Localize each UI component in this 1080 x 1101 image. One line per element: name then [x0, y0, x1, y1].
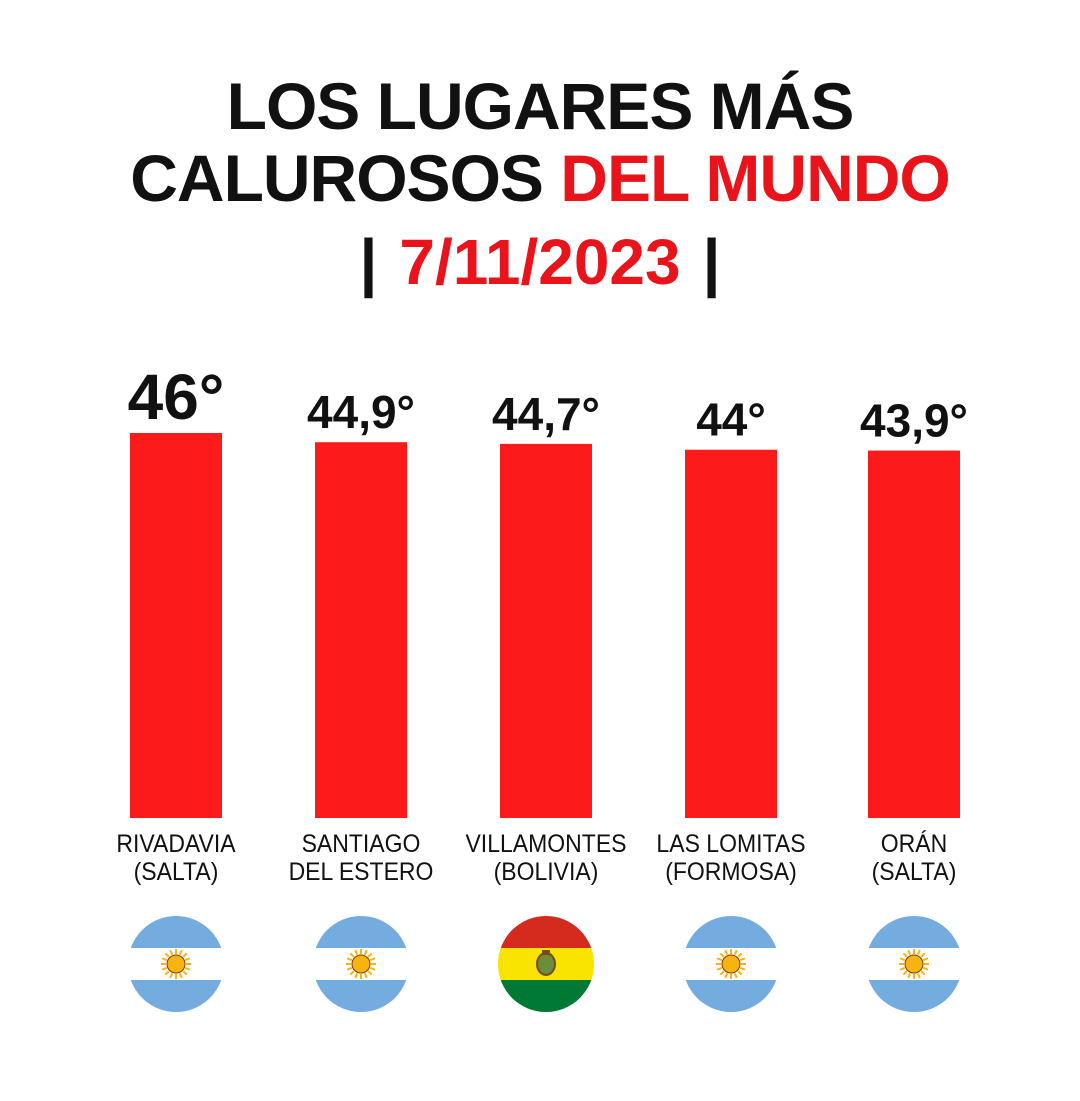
x-tick-label-line1: LAS LOMITAS	[656, 830, 806, 858]
bar-0	[130, 433, 222, 818]
argentina-flag-icon	[866, 916, 962, 1012]
date-text: 7/11/2023	[399, 226, 681, 298]
x-tick-label-1: SANTIAGO DEL ESTERO	[269, 830, 453, 886]
title-line-2: CALUROSOS DEL MUNDO	[0, 142, 1080, 214]
data-label-4: 43,9°	[860, 395, 968, 447]
date-left-bar: |	[359, 226, 378, 298]
x-tick-label-line2: (SALTA)	[133, 858, 219, 886]
x-tick-label-2: VILLAMONTES (BOLIVIA)	[454, 830, 638, 886]
argentina-flag-icon	[128, 916, 224, 1012]
chart-date: | 7/11/2023 |	[0, 222, 1080, 302]
bar-4	[868, 450, 960, 818]
x-tick-label-line1: RIVADAVIA	[116, 830, 236, 858]
x-tick-label-0: RIVADAVIA (SALTA)	[84, 830, 268, 886]
date-right-bar: |	[702, 226, 721, 298]
bar-1	[315, 442, 407, 818]
argentina-flag-icon	[683, 916, 779, 1012]
x-tick-label-line1: SANTIAGO	[301, 830, 421, 858]
x-tick-label-line2: DEL ESTERO	[288, 858, 434, 886]
x-tick-label-line2: (BOLIVIA)	[493, 858, 599, 886]
bar-2	[500, 443, 592, 818]
title-line-2-black: CALUROSOS	[130, 141, 544, 215]
data-label-1: 44,9°	[307, 386, 415, 438]
x-tick-label-3: LAS LOMITAS (FORMOSA)	[639, 830, 823, 886]
data-label-2: 44,7°	[492, 388, 600, 440]
x-tick-label-line2: (SALTA)	[871, 858, 957, 886]
x-tick-label-line1: ORÁN	[880, 830, 948, 858]
bolivia-flag-icon	[498, 916, 594, 1012]
argentina-flag-icon	[313, 916, 409, 1012]
chart-title: LOS LUGARES MÁS CALUROSOS DEL MUNDO	[0, 70, 1080, 214]
x-tick-label-line2: (FORMOSA)	[665, 858, 797, 886]
data-label-3: 44°	[696, 394, 766, 446]
title-line-2-red: DEL MUNDO	[560, 141, 950, 215]
title-line-1: LOS LUGARES MÁS	[226, 69, 855, 143]
data-label-0: 46°	[128, 361, 225, 433]
x-tick-label-line1: VILLAMONTES	[465, 830, 627, 858]
x-tick-label-4: ORÁN (SALTA)	[822, 830, 1006, 886]
bar-3	[685, 449, 777, 818]
